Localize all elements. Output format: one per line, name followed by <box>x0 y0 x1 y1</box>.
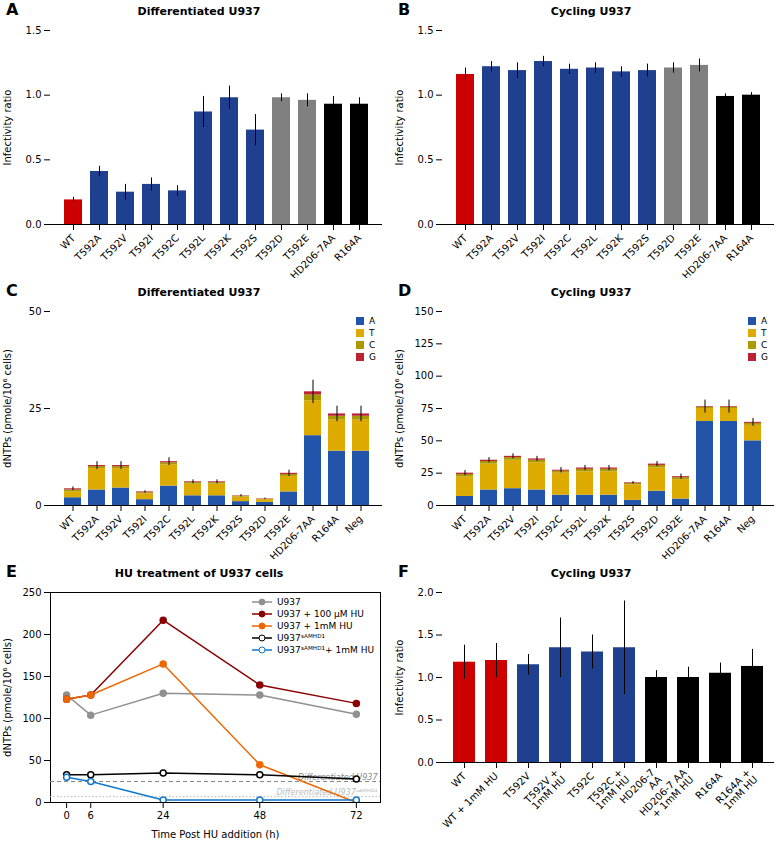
svg-text:100: 100 <box>22 713 41 724</box>
svg-text:1.5: 1.5 <box>26 25 42 36</box>
svg-text:Infectivity ratio: Infectivity ratio <box>394 640 405 716</box>
svg-text:HD206-7AA: HD206-7AA <box>680 232 729 278</box>
svg-text:T592K: T592K <box>594 232 625 263</box>
svg-text:T592C: T592C <box>533 513 564 544</box>
svg-text:2.0: 2.0 <box>418 587 434 598</box>
svg-text:0.0: 0.0 <box>418 219 434 230</box>
svg-text:T592V: T592V <box>486 513 517 544</box>
svg-text:T592V: T592V <box>490 232 521 263</box>
svg-text:T592D: T592D <box>645 232 677 264</box>
svg-text:WT: WT <box>58 232 78 252</box>
svg-text:1.5: 1.5 <box>418 25 434 36</box>
svg-text:T592D: T592D <box>237 513 269 545</box>
svg-text:0: 0 <box>63 810 69 821</box>
svg-text:T592S: T592S <box>228 232 259 263</box>
svg-text:T592A: T592A <box>464 232 495 263</box>
svg-text:WT: WT <box>58 513 78 533</box>
svg-text:48: 48 <box>253 810 266 821</box>
svg-text:WT: WT <box>450 232 470 252</box>
svg-text:1.5: 1.5 <box>418 629 434 640</box>
svg-text:T592C: T592C <box>150 232 181 263</box>
svg-text:Infectivity ratio: Infectivity ratio <box>394 90 405 166</box>
svg-text:0.0: 0.0 <box>26 219 42 230</box>
svg-text:dNTPs (pmole/10⁶ cells): dNTPs (pmole/10⁶ cells) <box>2 638 13 757</box>
svg-text:72: 72 <box>350 810 363 821</box>
svg-text:50: 50 <box>29 306 42 317</box>
svg-text:250: 250 <box>22 587 41 598</box>
svg-text:T592V: T592V <box>94 513 125 544</box>
svg-text:1.0: 1.0 <box>418 672 434 683</box>
svg-text:WT + 1mM HU: WT + 1mM HU <box>440 770 500 830</box>
svg-text:T592L: T592L <box>177 232 208 263</box>
svg-text:50: 50 <box>29 755 42 766</box>
svg-text:T592A: T592A <box>462 513 493 544</box>
svg-text:150: 150 <box>414 306 433 317</box>
svg-text:200: 200 <box>22 629 41 640</box>
svg-text:Neg: Neg <box>343 513 365 535</box>
svg-text:HD206-7AA: HD206-7AA <box>288 232 337 278</box>
svg-text:1.0: 1.0 <box>26 89 42 100</box>
svg-text:0: 0 <box>427 500 433 511</box>
svg-text:T592D: T592D <box>629 513 661 545</box>
svg-text:25: 25 <box>29 403 42 414</box>
svg-text:dNTPs (pmole/10⁶ cells): dNTPs (pmole/10⁶ cells) <box>2 349 13 468</box>
svg-text:T592K: T592K <box>202 232 233 263</box>
svg-text:R164A: R164A <box>310 513 341 544</box>
svg-text:R164A: R164A <box>724 232 755 263</box>
svg-text:T592K: T592K <box>582 513 613 544</box>
svg-text:6: 6 <box>88 810 94 821</box>
svg-text:100: 100 <box>414 370 433 381</box>
svg-text:1.0: 1.0 <box>418 89 434 100</box>
svg-text:WT: WT <box>449 770 469 790</box>
svg-text:125: 125 <box>414 338 433 349</box>
svg-text:0.0: 0.0 <box>418 757 434 768</box>
svg-text:0: 0 <box>35 797 41 808</box>
svg-text:HD206-7 AA+ 1mM HU: HD206-7 AA+ 1mM HU <box>637 767 695 825</box>
svg-text:Differentiated U937ˢᴬᴹᴴᴰ¹: Differentiated U937ˢᴬᴹᴴᴰ¹ <box>276 788 377 797</box>
svg-text:0: 0 <box>35 500 41 511</box>
svg-text:T592A: T592A <box>72 232 103 263</box>
svg-text:WT: WT <box>450 513 470 533</box>
svg-text:T592A: T592A <box>70 513 101 544</box>
svg-text:Infectivity ratio: Infectivity ratio <box>2 90 13 166</box>
svg-text:Time Post HU addition (h): Time Post HU addition (h) <box>151 829 280 840</box>
svg-text:T592D: T592D <box>253 232 285 264</box>
svg-text:0.5: 0.5 <box>26 154 42 165</box>
svg-text:0.5: 0.5 <box>418 154 434 165</box>
svg-text:25: 25 <box>421 467 434 478</box>
svg-text:75: 75 <box>421 403 434 414</box>
svg-text:dNTPs (pmole/10⁶ cells): dNTPs (pmole/10⁶ cells) <box>394 349 405 468</box>
svg-text:T592C: T592C <box>542 232 573 263</box>
svg-text:R164A: R164A <box>702 513 733 544</box>
svg-text:T592S: T592S <box>620 232 651 263</box>
svg-text:150: 150 <box>22 671 41 682</box>
svg-text:Neg: Neg <box>735 513 757 535</box>
svg-text:24: 24 <box>157 810 170 821</box>
svg-text:T592K: T592K <box>190 513 221 544</box>
svg-text:T592C: T592C <box>141 513 172 544</box>
svg-text:T592V +1mM HU: T592V +1mM HU <box>521 767 567 813</box>
svg-text:0.5: 0.5 <box>418 714 434 725</box>
svg-text:50: 50 <box>421 435 434 446</box>
svg-text:R164A +1mM HU: R164A +1mM HU <box>713 767 759 813</box>
svg-text:R164A: R164A <box>332 232 363 263</box>
svg-text:T592L: T592L <box>569 232 600 263</box>
svg-text:T592V: T592V <box>98 232 129 263</box>
